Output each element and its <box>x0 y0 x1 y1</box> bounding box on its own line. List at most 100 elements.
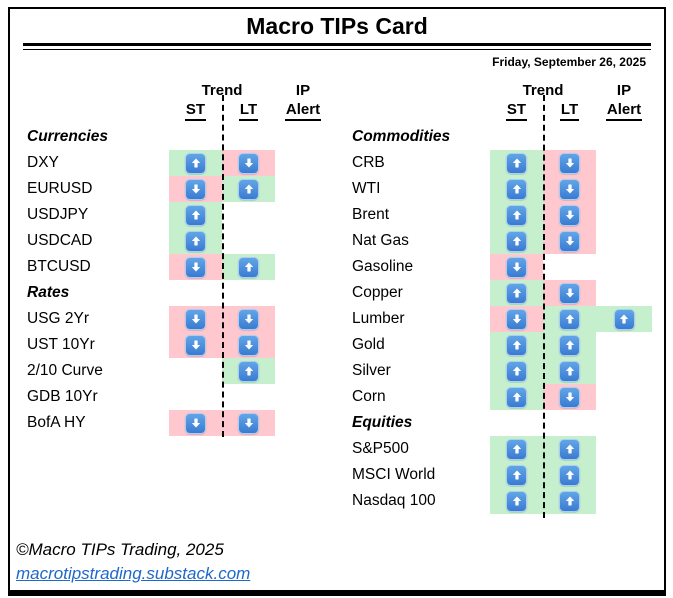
lt-cell <box>543 358 596 384</box>
alert-cell <box>275 332 331 358</box>
up-arrow-icon <box>506 282 527 304</box>
alert-cell <box>596 332 652 358</box>
table-row: MSCI World <box>352 462 652 488</box>
alert-cell <box>275 228 331 254</box>
lt-cell <box>222 254 275 280</box>
instrument-label: Corn <box>352 388 386 405</box>
up-arrow-icon <box>559 438 580 460</box>
st-cell <box>490 436 543 462</box>
alert-cell <box>596 228 652 254</box>
table-row: Nasdaq 100 <box>352 488 652 514</box>
alert-cell <box>596 358 652 384</box>
st-cell <box>490 150 543 176</box>
instrument-label: Gasoline <box>352 258 414 275</box>
st-cell <box>490 202 543 228</box>
lt-cell <box>543 150 596 176</box>
lt-cell <box>222 410 275 436</box>
section-header-row: Currencies <box>27 124 331 150</box>
up-arrow-icon <box>559 464 580 486</box>
table-body: Currencies DXY EURUSD USDJPY USDCAD BTCUSD Rat… <box>27 124 331 436</box>
alert-cell <box>596 150 652 176</box>
instrument-label: S&P500 <box>352 440 409 457</box>
instrument-label: UST 10Yr <box>27 336 95 353</box>
st-cell <box>169 202 222 228</box>
lt-cell <box>543 462 596 488</box>
page-title: Macro TIPs Card <box>246 13 428 39</box>
down-arrow-icon <box>238 412 259 434</box>
table-row: Gasoline <box>352 254 652 280</box>
section-title: Equities <box>352 414 413 431</box>
table-row: DXY <box>27 150 331 176</box>
table-row: EURUSD <box>27 176 331 202</box>
st-header: ST <box>169 101 222 121</box>
up-arrow-icon <box>506 464 527 486</box>
st-cell <box>169 228 222 254</box>
lt-cell <box>543 202 596 228</box>
lt-cell <box>222 228 275 254</box>
instrument-label: DXY <box>27 154 59 171</box>
alert-cell <box>275 358 331 384</box>
up-arrow-icon <box>506 178 527 200</box>
table-row: UST 10Yr <box>27 332 331 358</box>
column-header-row: ST LT Alert <box>27 99 331 124</box>
lt-cell <box>543 306 596 332</box>
up-arrow-icon <box>559 308 580 330</box>
down-arrow-icon <box>506 256 527 278</box>
ip-header: IP <box>616 82 632 99</box>
down-arrow-icon <box>238 334 259 356</box>
trend-header: Trend <box>201 82 243 99</box>
lt-cell <box>222 306 275 332</box>
substack-link[interactable]: macrotipstrading.substack.com <box>16 564 251 583</box>
section-header-row: Rates <box>27 280 331 306</box>
st-cell <box>490 254 543 280</box>
title-divider <box>23 43 651 50</box>
alert-cell <box>275 410 331 436</box>
lt-cell <box>543 332 596 358</box>
table-row: Corn <box>352 384 652 410</box>
instrument-label: Lumber <box>352 310 405 327</box>
st-cell <box>490 332 543 358</box>
table-row: Gold <box>352 332 652 358</box>
down-arrow-icon <box>559 282 580 304</box>
instrument-label: USG 2Yr <box>27 310 90 327</box>
table-row: BTCUSD <box>27 254 331 280</box>
down-arrow-icon <box>185 178 206 200</box>
trend-header-row: Trend IP <box>352 75 652 99</box>
lt-cell <box>222 202 275 228</box>
date-label: Friday, September 26, 2025 <box>492 55 646 69</box>
ip-header: IP <box>295 82 311 99</box>
st-cell <box>490 358 543 384</box>
down-arrow-icon <box>185 412 206 434</box>
up-arrow-icon <box>506 230 527 252</box>
lt-cell <box>222 332 275 358</box>
table-row: GDB 10Yr <box>27 384 331 410</box>
instrument-label: USDJPY <box>27 206 89 223</box>
lt-cell <box>222 176 275 202</box>
down-arrow-icon <box>559 386 580 408</box>
st-cell <box>490 306 543 332</box>
alert-cell <box>596 436 652 462</box>
up-arrow-icon <box>238 360 259 382</box>
copyright-text: ©Macro TIPs Trading, 2025 <box>16 540 224 559</box>
section-header-row: Commodities <box>352 124 652 150</box>
up-arrow-icon <box>185 204 206 226</box>
down-arrow-icon <box>238 308 259 330</box>
up-arrow-icon <box>506 386 527 408</box>
trend-header: Trend <box>522 82 564 99</box>
up-arrow-icon <box>613 308 635 330</box>
down-arrow-icon <box>506 308 527 330</box>
up-arrow-icon <box>185 230 206 252</box>
lt-cell <box>543 384 596 410</box>
table-row: Nat Gas <box>352 228 652 254</box>
alert-cell <box>596 280 652 306</box>
instrument-label: CRB <box>352 154 385 171</box>
st-cell <box>169 306 222 332</box>
lt-cell <box>543 488 596 514</box>
st-lt-divider-line <box>222 95 224 437</box>
up-arrow-icon <box>559 334 580 356</box>
lt-cell <box>543 228 596 254</box>
table-row: Brent <box>352 202 652 228</box>
instrument-label: Brent <box>352 206 390 223</box>
table-row: 2/10 Curve <box>27 358 331 384</box>
table-row: Silver <box>352 358 652 384</box>
